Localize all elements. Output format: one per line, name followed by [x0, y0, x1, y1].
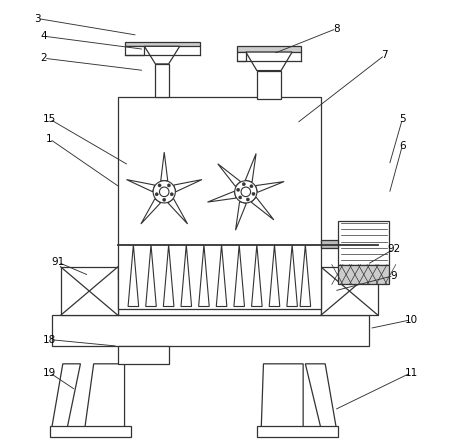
Text: 8: 8: [333, 24, 339, 34]
Text: 92: 92: [387, 244, 400, 254]
Circle shape: [153, 181, 175, 203]
Circle shape: [235, 181, 257, 203]
Circle shape: [155, 193, 158, 196]
Polygon shape: [141, 199, 161, 224]
Polygon shape: [146, 245, 156, 306]
Polygon shape: [246, 52, 292, 71]
Polygon shape: [237, 52, 246, 61]
Polygon shape: [174, 179, 202, 192]
Polygon shape: [216, 245, 227, 306]
Circle shape: [246, 198, 249, 201]
Polygon shape: [168, 199, 188, 224]
Polygon shape: [125, 46, 145, 55]
Text: 1: 1: [46, 134, 53, 144]
Text: 9: 9: [390, 271, 397, 280]
Circle shape: [158, 184, 161, 187]
Bar: [118, 280, 321, 315]
Polygon shape: [305, 364, 336, 428]
Polygon shape: [145, 46, 180, 64]
Polygon shape: [199, 245, 209, 306]
Text: 19: 19: [43, 368, 56, 377]
Polygon shape: [255, 182, 284, 192]
Polygon shape: [237, 46, 301, 52]
Polygon shape: [61, 267, 118, 315]
Polygon shape: [218, 164, 240, 187]
Circle shape: [167, 184, 171, 187]
Bar: [257, 426, 338, 437]
Circle shape: [241, 187, 251, 197]
Text: 6: 6: [399, 141, 406, 150]
Bar: [118, 97, 321, 309]
Text: 91: 91: [52, 258, 65, 267]
Polygon shape: [257, 71, 281, 99]
Polygon shape: [287, 245, 297, 306]
Polygon shape: [236, 202, 246, 230]
Polygon shape: [155, 64, 169, 97]
Text: 7: 7: [382, 50, 388, 60]
Circle shape: [237, 188, 240, 191]
Polygon shape: [246, 153, 256, 182]
Polygon shape: [161, 152, 168, 181]
Polygon shape: [181, 245, 191, 306]
Text: 4: 4: [41, 31, 47, 41]
Circle shape: [238, 196, 242, 199]
Polygon shape: [164, 245, 174, 306]
Bar: [321, 240, 338, 248]
Text: 5: 5: [399, 114, 406, 124]
Bar: [50, 426, 131, 437]
Polygon shape: [208, 191, 236, 202]
Circle shape: [159, 187, 169, 197]
Bar: [338, 220, 389, 265]
Text: 3: 3: [34, 14, 41, 23]
Polygon shape: [321, 267, 378, 315]
Text: 18: 18: [43, 335, 56, 344]
Bar: [338, 265, 389, 284]
Text: 11: 11: [405, 368, 418, 377]
Circle shape: [163, 198, 166, 202]
Polygon shape: [127, 179, 155, 192]
Polygon shape: [234, 245, 245, 306]
Polygon shape: [128, 245, 139, 306]
Text: 10: 10: [405, 315, 418, 325]
Polygon shape: [269, 245, 280, 306]
Bar: [52, 315, 369, 346]
Polygon shape: [85, 364, 125, 428]
Bar: [118, 346, 169, 364]
Text: 2: 2: [41, 53, 47, 63]
Bar: [118, 269, 321, 280]
Circle shape: [252, 192, 255, 195]
Polygon shape: [252, 245, 262, 306]
Polygon shape: [125, 42, 200, 46]
Circle shape: [242, 183, 246, 186]
Circle shape: [170, 193, 173, 196]
Circle shape: [250, 185, 253, 188]
Text: 15: 15: [43, 114, 56, 124]
Polygon shape: [52, 364, 81, 428]
Polygon shape: [300, 245, 310, 306]
Polygon shape: [251, 197, 274, 220]
Polygon shape: [261, 364, 303, 428]
